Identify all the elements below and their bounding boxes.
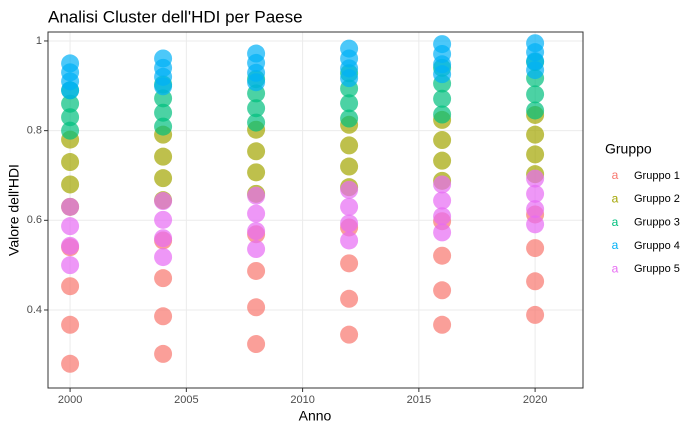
point bbox=[61, 121, 80, 140]
x-tick-label: 2005 bbox=[174, 394, 198, 406]
point bbox=[526, 101, 545, 120]
point bbox=[154, 103, 173, 122]
point bbox=[247, 335, 266, 354]
legend-label: Gruppo 2 bbox=[634, 193, 680, 205]
legend-label: Gruppo 5 bbox=[634, 263, 680, 275]
legend-symbol: a bbox=[612, 191, 619, 205]
y-tick-label: 0.4 bbox=[27, 304, 42, 316]
point bbox=[340, 94, 359, 113]
point bbox=[247, 222, 266, 241]
point bbox=[526, 215, 545, 234]
point bbox=[247, 261, 266, 280]
point bbox=[154, 49, 173, 68]
point bbox=[61, 277, 80, 296]
x-axis-label: Anno bbox=[299, 408, 332, 424]
point bbox=[340, 157, 359, 176]
point bbox=[61, 54, 80, 73]
point bbox=[526, 125, 545, 144]
point bbox=[340, 39, 359, 58]
point bbox=[433, 35, 452, 54]
point bbox=[433, 207, 452, 226]
point bbox=[526, 200, 545, 219]
point bbox=[433, 89, 452, 108]
point bbox=[526, 169, 545, 188]
point bbox=[247, 99, 266, 118]
point bbox=[154, 248, 173, 267]
x-tick-label: 2010 bbox=[290, 394, 314, 406]
point bbox=[526, 85, 545, 104]
point bbox=[433, 315, 452, 334]
point bbox=[526, 34, 545, 53]
point bbox=[433, 131, 452, 150]
point bbox=[61, 153, 80, 172]
y-tick-label: 0.8 bbox=[27, 125, 42, 137]
point bbox=[61, 217, 80, 236]
point bbox=[433, 151, 452, 170]
point bbox=[433, 246, 452, 265]
point bbox=[61, 94, 80, 113]
point bbox=[340, 197, 359, 216]
point bbox=[526, 145, 545, 164]
point bbox=[61, 354, 80, 373]
legend-label: Gruppo 3 bbox=[634, 217, 680, 229]
point bbox=[433, 105, 452, 124]
point bbox=[433, 191, 452, 210]
point bbox=[61, 108, 80, 127]
point bbox=[247, 298, 266, 317]
point bbox=[247, 204, 266, 223]
point bbox=[526, 184, 545, 203]
point bbox=[154, 169, 173, 188]
point bbox=[247, 240, 266, 259]
point bbox=[61, 175, 80, 194]
point bbox=[61, 315, 80, 334]
point bbox=[433, 223, 452, 242]
point bbox=[247, 44, 266, 63]
point bbox=[247, 163, 266, 182]
y-tick-label: 1 bbox=[36, 35, 42, 47]
legend-symbol: a bbox=[612, 238, 619, 252]
point bbox=[433, 175, 452, 194]
point bbox=[526, 305, 545, 324]
point bbox=[247, 142, 266, 161]
point bbox=[340, 214, 359, 233]
point bbox=[61, 256, 80, 275]
y-axis-label: Valore dell'HDI bbox=[6, 164, 22, 256]
point bbox=[340, 136, 359, 155]
legend-label: Gruppo 4 bbox=[634, 240, 680, 252]
point bbox=[340, 180, 359, 199]
point bbox=[61, 197, 80, 216]
legend-title: Gruppo bbox=[605, 141, 652, 157]
point bbox=[340, 254, 359, 273]
point bbox=[526, 272, 545, 291]
point bbox=[340, 109, 359, 128]
point bbox=[154, 229, 173, 248]
point bbox=[154, 210, 173, 229]
point bbox=[154, 344, 173, 363]
point bbox=[154, 147, 173, 166]
legend-symbol: a bbox=[612, 261, 619, 275]
plot-border bbox=[47, 31, 584, 389]
x-tick-label: 2020 bbox=[523, 394, 547, 406]
point bbox=[247, 186, 266, 205]
x-tick-label: 2000 bbox=[58, 394, 82, 406]
y-tick-label: 0.6 bbox=[27, 214, 42, 226]
legend-symbol: a bbox=[612, 215, 619, 229]
point bbox=[154, 117, 173, 136]
legend-label: Gruppo 1 bbox=[634, 170, 680, 182]
chart-title: Analisi Cluster dell'HDI per Paese bbox=[48, 7, 303, 26]
point bbox=[154, 307, 173, 326]
point bbox=[433, 281, 452, 300]
point bbox=[247, 113, 266, 132]
point bbox=[61, 236, 80, 255]
point bbox=[154, 192, 173, 211]
point bbox=[340, 289, 359, 308]
legend-symbol: a bbox=[612, 168, 619, 182]
point bbox=[340, 325, 359, 344]
point bbox=[154, 269, 173, 288]
plot-area bbox=[48, 32, 583, 388]
point bbox=[526, 239, 545, 258]
point bbox=[340, 231, 359, 250]
x-tick-label: 2015 bbox=[407, 394, 431, 406]
